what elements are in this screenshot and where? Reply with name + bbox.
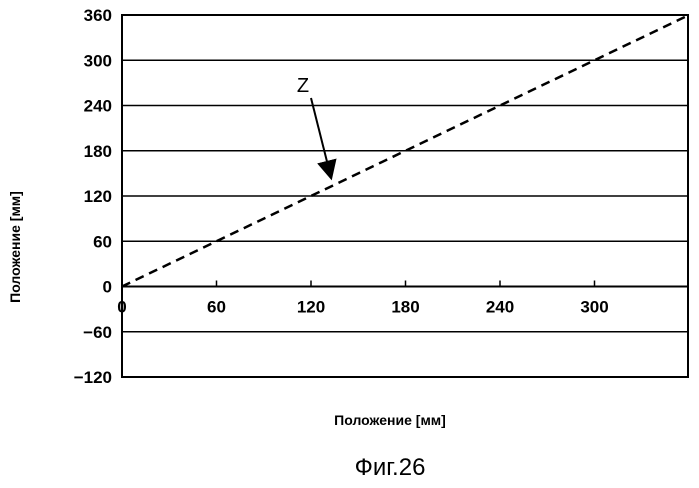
y-tick-label: 0 bbox=[103, 278, 112, 297]
y-tick-label: 180 bbox=[84, 142, 112, 161]
y-axis-title: Положение [мм] bbox=[7, 191, 23, 303]
figure-caption: Фиг.26 bbox=[355, 454, 426, 481]
y-tick-label: −120 bbox=[74, 368, 112, 387]
x-tick-label: 300 bbox=[580, 298, 608, 317]
x-tick-label: 0 bbox=[117, 298, 126, 317]
y-tick-label: 60 bbox=[93, 232, 112, 251]
x-tick-label: 240 bbox=[486, 298, 514, 317]
x-tick-label: 120 bbox=[297, 298, 325, 317]
y-axis: −120 −60 0 60 120 180 240 300 360 bbox=[74, 6, 112, 387]
annotation-arrow bbox=[311, 98, 331, 176]
y-tick-label: 120 bbox=[84, 187, 112, 206]
y-tick-label: 300 bbox=[84, 51, 112, 70]
y-tick-label: −60 bbox=[83, 323, 112, 342]
x-axis-title: Положение [мм] bbox=[334, 412, 446, 428]
annotation-label: Z bbox=[297, 75, 309, 97]
y-tick-label: 240 bbox=[84, 97, 112, 116]
x-tick-label: 180 bbox=[391, 298, 419, 317]
gridlines bbox=[122, 15, 688, 377]
x-tick-label: 60 bbox=[207, 298, 226, 317]
y-tick-label: 360 bbox=[84, 6, 112, 25]
annotations: Z bbox=[297, 75, 331, 176]
